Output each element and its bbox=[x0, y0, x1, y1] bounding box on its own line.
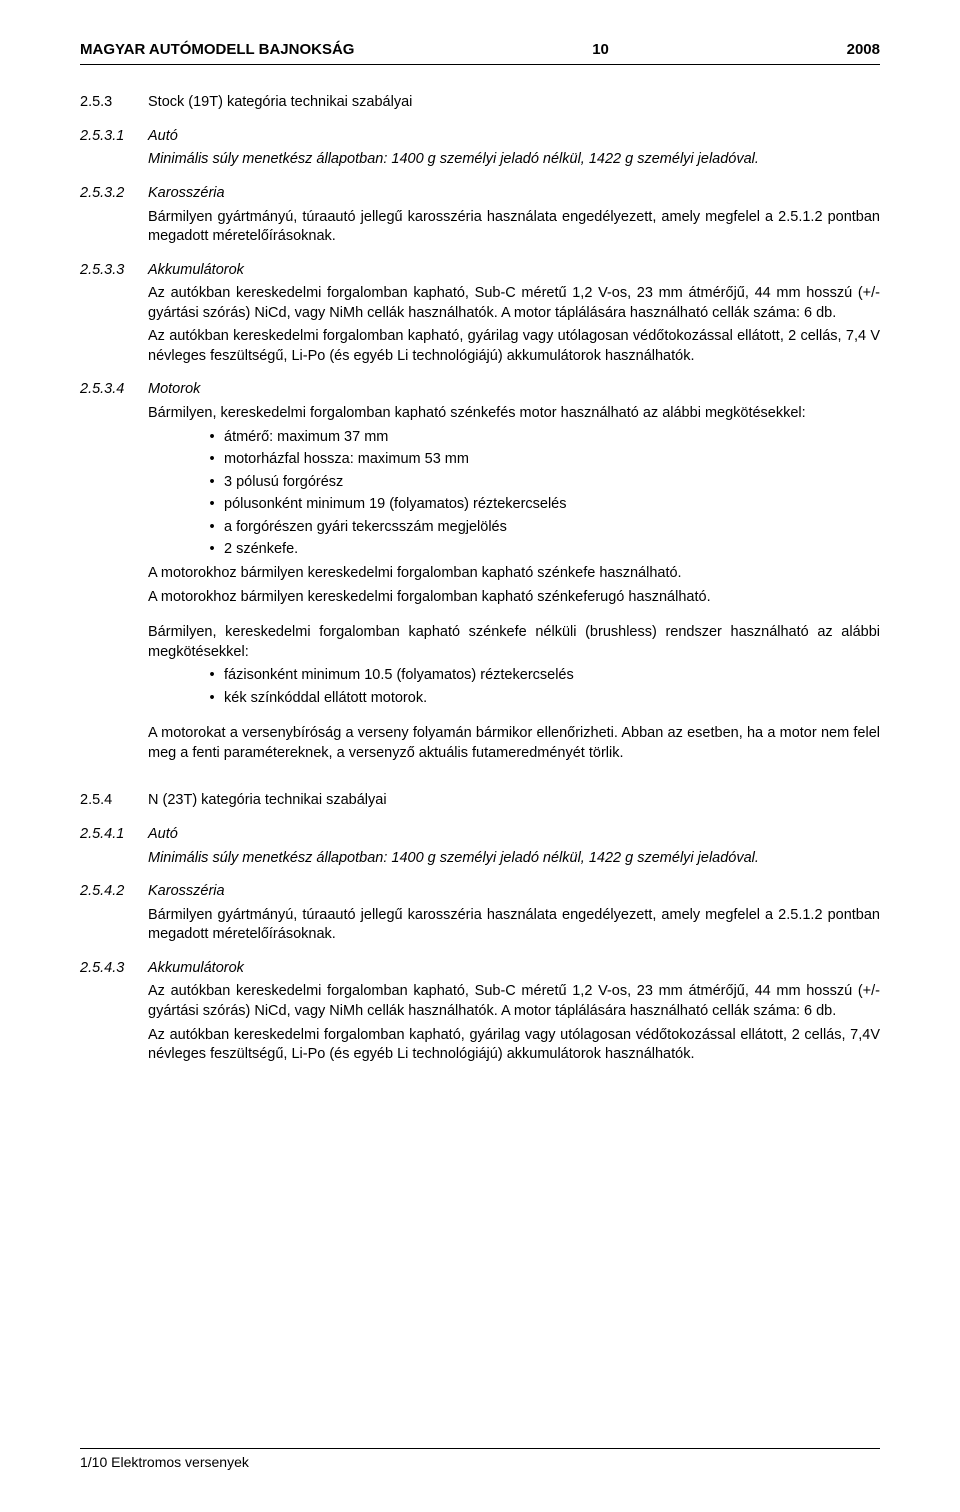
subsection-number: 2.5.4.3 bbox=[80, 959, 148, 979]
paragraph: Az autókban kereskedelmi forgalomban kap… bbox=[148, 327, 880, 366]
paragraph: A motorokhoz bármilyen kereskedelmi forg… bbox=[148, 564, 880, 584]
subsection-title: Akkumulátorok bbox=[148, 261, 880, 281]
bullet-text: 2 szénkefe. bbox=[224, 540, 298, 560]
subsection-heading: 2.5.4.3 Akkumulátorok bbox=[80, 959, 880, 979]
subsection-title: Karosszéria bbox=[148, 184, 880, 204]
paragraph: Minimális súly menetkész állapotban: 140… bbox=[148, 849, 880, 869]
bullet-icon: • bbox=[200, 495, 224, 515]
paragraph: A motorokhoz bármilyen kereskedelmi forg… bbox=[148, 588, 880, 608]
bullet-icon: • bbox=[200, 666, 224, 686]
body-text: Bármilyen gyártmányú, túraautó jellegű k… bbox=[148, 208, 880, 247]
body-text: Minimális súly menetkész állapotban: 140… bbox=[148, 150, 880, 170]
body-text: Minimális súly menetkész állapotban: 140… bbox=[148, 849, 880, 869]
list-item: •kék színkóddal ellátott motorok. bbox=[200, 689, 880, 709]
bullet-text: 3 pólusú forgórész bbox=[224, 473, 343, 493]
paragraph: Bármilyen, kereskedelmi forgalomban kaph… bbox=[148, 623, 880, 662]
paragraph: A motorokat a versenybíróság a verseny f… bbox=[148, 724, 880, 763]
section-title: Stock (19T) kategória technikai szabálya… bbox=[148, 93, 880, 113]
subsection-title: Autó bbox=[148, 127, 880, 147]
subsection-title: Motorok bbox=[148, 380, 880, 400]
body-text: Az autókban kereskedelmi forgalomban kap… bbox=[148, 982, 880, 1064]
subsection-heading: 2.5.3.4 Motorok bbox=[80, 380, 880, 400]
section-heading: 2.5.4 N (23T) kategória technikai szabál… bbox=[80, 791, 880, 811]
bullet-icon: • bbox=[200, 518, 224, 538]
paragraph: Az autókban kereskedelmi forgalomban kap… bbox=[148, 284, 880, 323]
subsection-title: Akkumulátorok bbox=[148, 959, 880, 979]
bullet-icon: • bbox=[200, 473, 224, 493]
paragraph: Az autókban kereskedelmi forgalomban kap… bbox=[148, 1026, 880, 1065]
subsection-heading: 2.5.4.2 Karosszéria bbox=[80, 882, 880, 902]
body-text: Bármilyen gyártmányú, túraautó jellegű k… bbox=[148, 906, 880, 945]
bullet-icon: • bbox=[200, 450, 224, 470]
bullet-icon: • bbox=[200, 689, 224, 709]
header-center: 10 bbox=[592, 40, 609, 60]
bullet-text: motorházfal hossza: maximum 53 mm bbox=[224, 450, 469, 470]
subsection-number: 2.5.3.4 bbox=[80, 380, 148, 400]
list-item: •pólusonként minimum 19 (folyamatos) réz… bbox=[200, 495, 880, 515]
list-item: •fázisonként minimum 10.5 (folyamatos) r… bbox=[200, 666, 880, 686]
bullet-text: a forgórészen gyári tekercsszám megjelöl… bbox=[224, 518, 507, 538]
bullet-text: fázisonként minimum 10.5 (folyamatos) ré… bbox=[224, 666, 574, 686]
body-text: Bármilyen, kereskedelmi forgalomban kaph… bbox=[148, 404, 880, 763]
subsection-number: 2.5.3.3 bbox=[80, 261, 148, 281]
section-number: 2.5.4 bbox=[80, 791, 148, 811]
list-item: •motorházfal hossza: maximum 53 mm bbox=[200, 450, 880, 470]
subsection-number: 2.5.4.1 bbox=[80, 825, 148, 845]
paragraph: Bármilyen, kereskedelmi forgalomban kaph… bbox=[148, 404, 880, 424]
bullet-list: •átmérő: maximum 37 mm •motorházfal hoss… bbox=[200, 428, 880, 560]
bullet-list: •fázisonként minimum 10.5 (folyamatos) r… bbox=[200, 666, 880, 708]
paragraph: Az autókban kereskedelmi forgalomban kap… bbox=[148, 982, 880, 1021]
subsection-title: Karosszéria bbox=[148, 882, 880, 902]
subsection-number: 2.5.3.2 bbox=[80, 184, 148, 204]
list-item: •átmérő: maximum 37 mm bbox=[200, 428, 880, 448]
page-header: MAGYAR AUTÓMODELL BAJNOKSÁG 10 2008 bbox=[80, 40, 880, 65]
header-left: MAGYAR AUTÓMODELL BAJNOKSÁG bbox=[80, 40, 354, 60]
list-item: •a forgórészen gyári tekercsszám megjelö… bbox=[200, 518, 880, 538]
list-item: •2 szénkefe. bbox=[200, 540, 880, 560]
subsection-number: 2.5.3.1 bbox=[80, 127, 148, 147]
footer-text: 1/10 Elektromos versenyek bbox=[80, 1454, 249, 1470]
section-title: N (23T) kategória technikai szabályai bbox=[148, 791, 880, 811]
subsection-heading: 2.5.3.1 Autó bbox=[80, 127, 880, 147]
subsection-heading: 2.5.3.3 Akkumulátorok bbox=[80, 261, 880, 281]
bullet-icon: • bbox=[200, 540, 224, 560]
subsection-heading: 2.5.3.2 Karosszéria bbox=[80, 184, 880, 204]
paragraph: Minimális súly menetkész állapotban: 140… bbox=[148, 150, 880, 170]
bullet-text: kék színkóddal ellátott motorok. bbox=[224, 689, 427, 709]
list-item: •3 pólusú forgórész bbox=[200, 473, 880, 493]
subsection-number: 2.5.4.2 bbox=[80, 882, 148, 902]
body-text: Az autókban kereskedelmi forgalomban kap… bbox=[148, 284, 880, 366]
paragraph: Bármilyen gyártmányú, túraautó jellegű k… bbox=[148, 906, 880, 945]
paragraph: Bármilyen gyártmányú, túraautó jellegű k… bbox=[148, 208, 880, 247]
subsection-title: Autó bbox=[148, 825, 880, 845]
bullet-text: pólusonként minimum 19 (folyamatos) rézt… bbox=[224, 495, 567, 515]
page-footer: 1/10 Elektromos versenyek bbox=[80, 1448, 880, 1472]
bullet-icon: • bbox=[200, 428, 224, 448]
section-heading: 2.5.3 Stock (19T) kategória technikai sz… bbox=[80, 93, 880, 113]
header-right: 2008 bbox=[847, 40, 880, 60]
section-number: 2.5.3 bbox=[80, 93, 148, 113]
bullet-text: átmérő: maximum 37 mm bbox=[224, 428, 388, 448]
subsection-heading: 2.5.4.1 Autó bbox=[80, 825, 880, 845]
